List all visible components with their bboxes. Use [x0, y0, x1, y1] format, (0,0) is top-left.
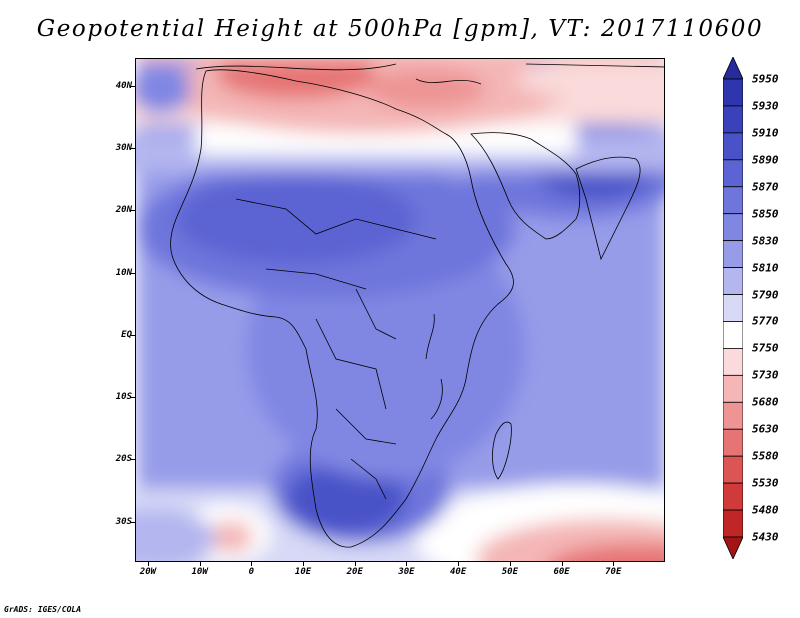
- colorbar-bin: [723, 348, 743, 376]
- colorbar-level-label: 5870: [752, 180, 779, 194]
- colorbar-level-label: 5430: [752, 530, 779, 544]
- lat-tick: [131, 397, 135, 399]
- lat-label-eq: EQ: [121, 329, 132, 340]
- colorbar-level-label: 5910: [752, 126, 779, 140]
- colorbar-bin: [723, 159, 743, 188]
- lat-tick: [131, 334, 135, 336]
- lon-label-10w: 10W: [191, 567, 208, 577]
- colorbar-level-label: 5850: [752, 207, 779, 221]
- colorbar-bin: [723, 240, 743, 268]
- colorbar-bin: [723, 213, 743, 242]
- lon-label-0: 0: [248, 567, 255, 577]
- colorbar-level-label: 5480: [752, 503, 779, 517]
- map-title: Geopotential Height at 500hPa [gpm], VT:…: [36, 16, 764, 42]
- colorbar-level-label: 5950: [752, 72, 779, 86]
- colorbar-bin: [723, 321, 743, 349]
- lon-tick: [561, 562, 563, 566]
- colorbar-bin: [723, 374, 743, 403]
- lon-label-20w: 20W: [139, 567, 157, 577]
- lat-label-20s: 20S: [115, 454, 132, 465]
- lon-label-50e: 50E: [501, 567, 518, 577]
- lat-tick: [131, 272, 135, 274]
- lon-label-70e: 70E: [605, 567, 622, 577]
- map-frame: [135, 58, 665, 562]
- lon-label-20e: 20E: [346, 567, 363, 577]
- colorbar-bin: [723, 455, 743, 484]
- lon-label-30e: 30E: [398, 567, 415, 577]
- lon-tick: [406, 562, 408, 566]
- lon-tick: [458, 562, 460, 566]
- colorbar-level-label: 5750: [752, 341, 779, 355]
- lat-label-10s: 10S: [115, 392, 132, 403]
- geopotential-map: [136, 59, 664, 561]
- coastlines: [170, 63, 664, 548]
- colorbar-bin: [723, 78, 743, 107]
- lon-tick: [303, 562, 305, 566]
- lat-label-40n: 40N: [115, 81, 132, 91]
- colorbar-bin: [723, 105, 743, 134]
- colorbar-bin: [723, 536, 743, 559]
- colorbar-level-label: 5930: [752, 99, 779, 113]
- colorbar: [723, 57, 743, 559]
- lon-label-60e: 60E: [553, 567, 570, 577]
- lat-tick: [131, 86, 135, 87]
- lat-label-30n: 30N: [115, 143, 132, 154]
- colorbar-bin: [723, 186, 743, 215]
- lat-tick: [131, 459, 135, 461]
- colorbar-level-label: 5770: [752, 314, 779, 328]
- lat-tick: [131, 521, 135, 523]
- colorbar-bin: [723, 482, 743, 511]
- height-field: [136, 59, 664, 561]
- lat-label-10n: 10N: [115, 267, 132, 278]
- grads-credit: GrADS: IGES/COLA: [4, 605, 82, 614]
- colorbar-level-label: 5810: [752, 261, 779, 275]
- lon-label-40e: 40E: [450, 567, 467, 577]
- lat-tick: [131, 148, 135, 150]
- lon-tick: [613, 562, 615, 566]
- colorbar-level-label: 5890: [752, 153, 779, 167]
- colorbar-level-label: 5730: [752, 368, 779, 382]
- lat-tick: [131, 210, 135, 212]
- colorbar-level-label: 5630: [752, 422, 779, 436]
- lon-tick: [147, 562, 149, 566]
- colorbar-bin: [723, 428, 743, 457]
- colorbar-bin: [723, 267, 743, 295]
- colorbar-level-label: 5830: [752, 234, 779, 248]
- colorbar-level-label: 5580: [752, 449, 779, 463]
- lon-tick: [251, 562, 253, 566]
- colorbar-bin: [723, 132, 743, 161]
- lon-label-10e: 10E: [294, 567, 312, 577]
- colorbar-bin: [723, 57, 743, 80]
- lat-label-30s: 30S: [115, 516, 132, 527]
- colorbar-level-label: 5530: [752, 476, 779, 490]
- lon-tick: [199, 562, 201, 566]
- colorbar-bin: [723, 294, 743, 322]
- lon-tick: [354, 562, 356, 566]
- colorbar-bin: [723, 509, 743, 538]
- colorbar-level-label: 5790: [752, 288, 779, 302]
- colorbar-bin: [723, 401, 743, 430]
- colorbar-level-label: 5680: [752, 395, 779, 409]
- lon-tick: [509, 562, 511, 566]
- lat-label-20n: 20N: [115, 205, 132, 216]
